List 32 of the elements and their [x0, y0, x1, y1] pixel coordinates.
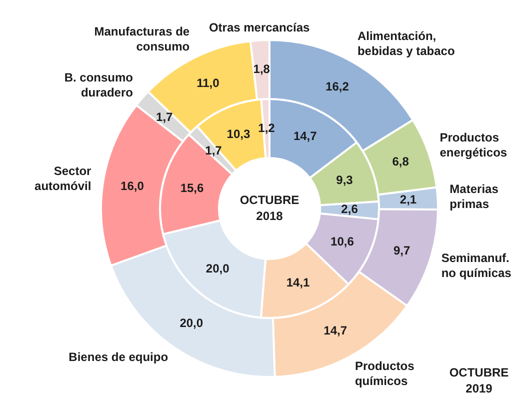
data-label: 14,7: [324, 323, 348, 338]
data-label: 1,7: [156, 110, 174, 124]
data-label: 2,6: [341, 202, 358, 216]
data-label: 20,0: [180, 316, 204, 330]
slice-label: Alimentación, bebidas y tabaco: [357, 29, 455, 58]
slice-label: Manufacturas de consumo: [94, 24, 190, 54]
data-label: 16,2: [326, 79, 350, 94]
data-label: 9,7: [394, 243, 411, 258]
data-label: 10,3: [226, 127, 250, 142]
data-label: 14,1: [286, 276, 310, 290]
slice-label: Sector automóvil: [34, 164, 92, 193]
slice-label: Semimanuf. no químicas: [441, 250, 512, 280]
data-label: 15,6: [180, 180, 204, 195]
data-label: 1,2: [258, 120, 276, 135]
slice-label: Otras mercancías: [208, 20, 310, 35]
data-label: 10,6: [330, 234, 354, 248]
data-label: 6,8: [392, 154, 410, 169]
data-label: 16,0: [120, 179, 144, 194]
data-label: 1,8: [253, 62, 270, 76]
slice-label: Productos energéticos: [440, 130, 508, 160]
slice-label: B. consumo duradero: [64, 70, 133, 100]
slice-label: Materias primas: [450, 182, 499, 212]
slice-label: Productos químicos: [354, 358, 415, 388]
data-label: 1,7: [205, 144, 222, 158]
data-label: 11,0: [196, 76, 220, 90]
data-label: 2,1: [400, 192, 417, 207]
data-label: 14,7: [293, 129, 318, 144]
data-label: 20,0: [206, 262, 230, 276]
data-label: 9,3: [336, 172, 354, 187]
slice-label: Bienes de equipo: [68, 350, 168, 364]
slice-label: OCTUBRE 2018: [240, 192, 300, 223]
slice-label: OCTUBRE 2019: [449, 365, 509, 396]
